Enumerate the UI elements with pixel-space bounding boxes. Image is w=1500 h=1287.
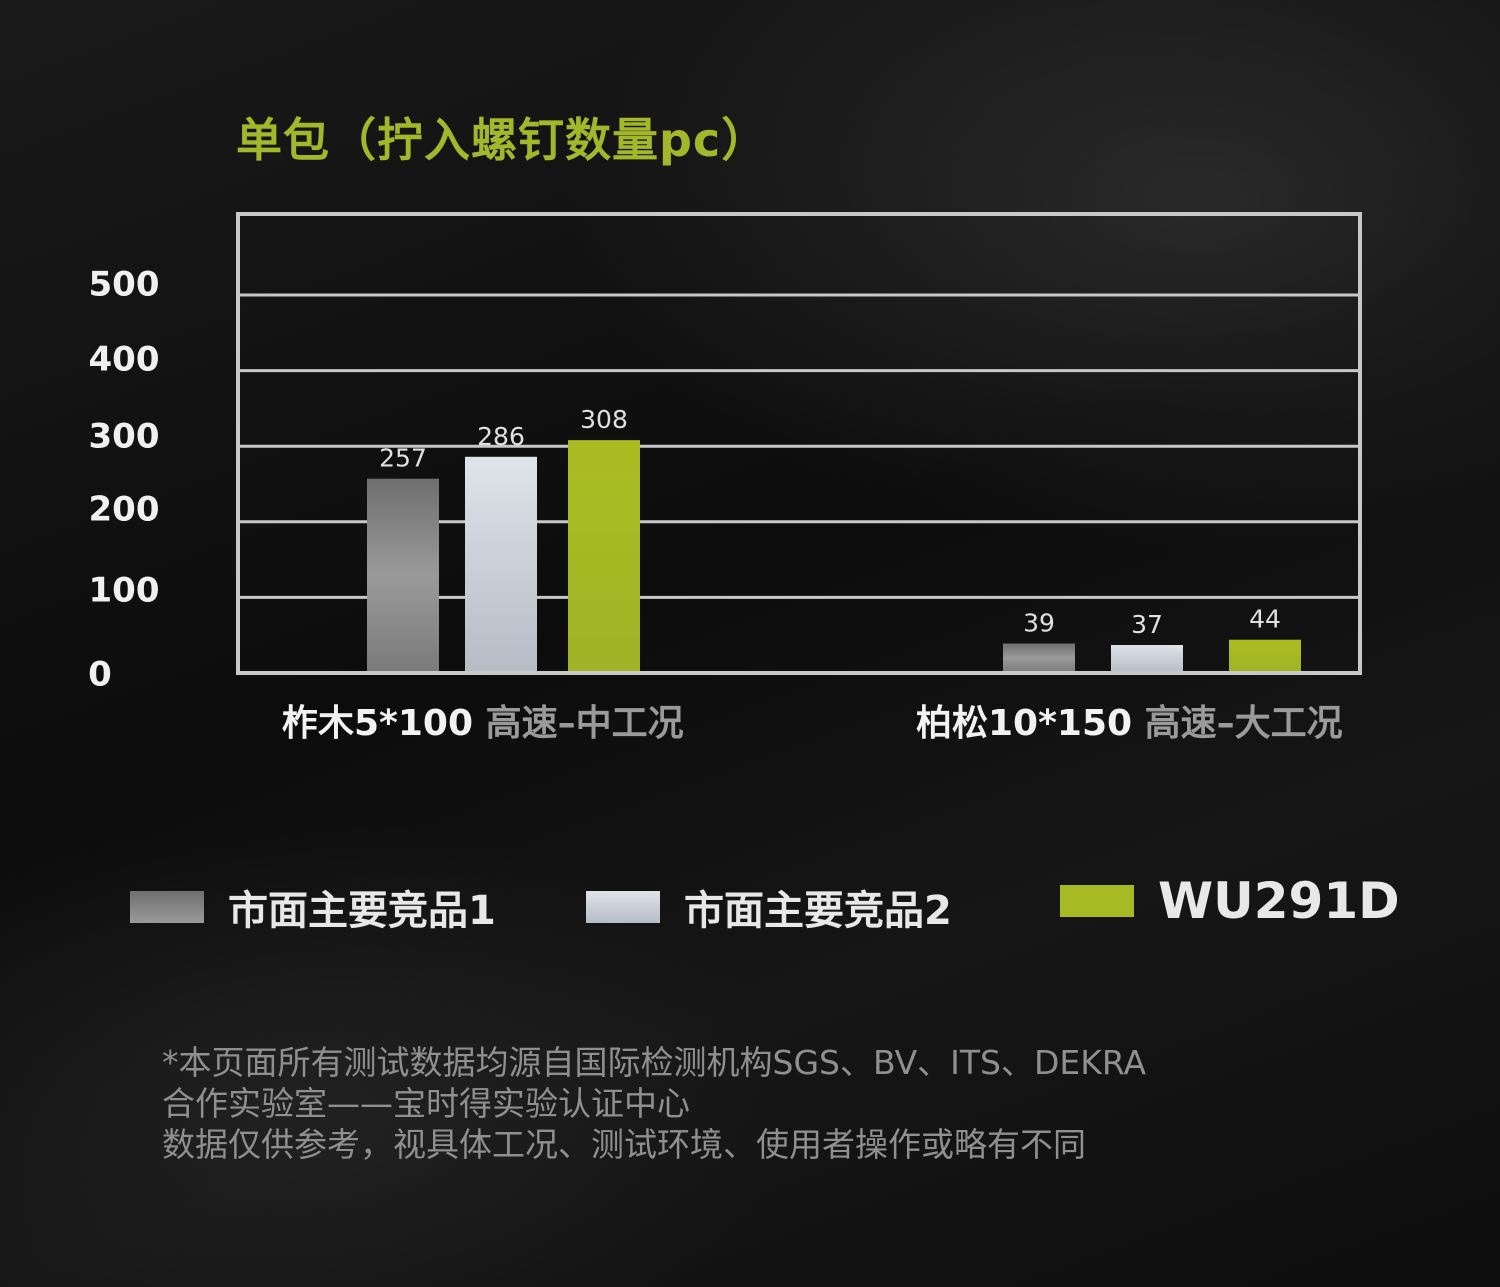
y-tick-label: 0 xyxy=(88,655,112,695)
bar-2-1 xyxy=(465,456,537,673)
y-tick-label: 200 xyxy=(89,490,160,530)
legend-item-3: WU291D xyxy=(1060,872,1400,930)
plot-frame xyxy=(236,212,1362,675)
legend-label-3: WU291D xyxy=(1158,872,1400,930)
bar-value-label: 44 xyxy=(1249,605,1281,634)
x-category-label: 柏松10*150 高速–大工况 xyxy=(916,703,1343,744)
bar-chart: 257 39 286 37 308 44 500 400 300 200 100 0 柞木5*100… xyxy=(88,212,1362,744)
bar-2-2 xyxy=(1111,645,1183,673)
legend-item-2: 市面主要竞品2 xyxy=(586,878,952,936)
x-category-labels: 柞木5*100 高速–中工况 柏松10*150 高速–大工况 xyxy=(282,703,1343,744)
legend-swatch-1 xyxy=(130,891,204,923)
bar-value-label: 257 xyxy=(379,444,427,473)
legend-label-1: 市面主要竞品1 xyxy=(228,888,496,934)
bar-value-label: 308 xyxy=(580,405,628,434)
bar-1-2 xyxy=(1003,643,1075,673)
bar-1-1 xyxy=(367,478,439,673)
footnote-line-1: *本页面所有测试数据均源自国际检测机构SGS、BV、ITS、DEKRA xyxy=(162,1043,1147,1082)
chart-title: 单包（拧入螺钉数量pc） xyxy=(236,113,769,167)
bar-value-label: 286 xyxy=(477,422,525,451)
footnote-line-3: 数据仅供参考，视具体工况、测试环境、使用者操作或略有不同 xyxy=(162,1125,1086,1164)
legend-label-2: 市面主要竞品2 xyxy=(684,888,952,934)
y-tick-label: 500 xyxy=(89,265,160,305)
footnote: *本页面所有测试数据均源自国际检测机构SGS、BV、ITS、DEKRA 合作实验… xyxy=(162,1042,1146,1165)
bar-value-label: 37 xyxy=(1131,610,1163,639)
bars xyxy=(367,440,1301,673)
legend-swatch-3 xyxy=(1060,885,1134,917)
legend-item-1: 市面主要竞品1 xyxy=(130,878,496,936)
bar-value-label: 39 xyxy=(1023,609,1055,638)
bar-3-2 xyxy=(1229,639,1301,673)
x-category-label: 柞木5*100 高速–中工况 xyxy=(282,703,684,744)
legend-swatch-2 xyxy=(586,891,660,923)
y-tick-label: 400 xyxy=(89,340,160,380)
y-tick-label: 100 xyxy=(89,571,160,611)
data-labels: 257 39 286 37 308 44 xyxy=(379,405,1281,639)
footnote-line-2: 合作实验室——宝时得实验认证中心 xyxy=(162,1084,690,1123)
y-tick-labels: 500 400 300 200 100 0 xyxy=(88,265,159,695)
bar-3-1 xyxy=(568,440,640,673)
y-tick-label: 300 xyxy=(89,417,160,457)
